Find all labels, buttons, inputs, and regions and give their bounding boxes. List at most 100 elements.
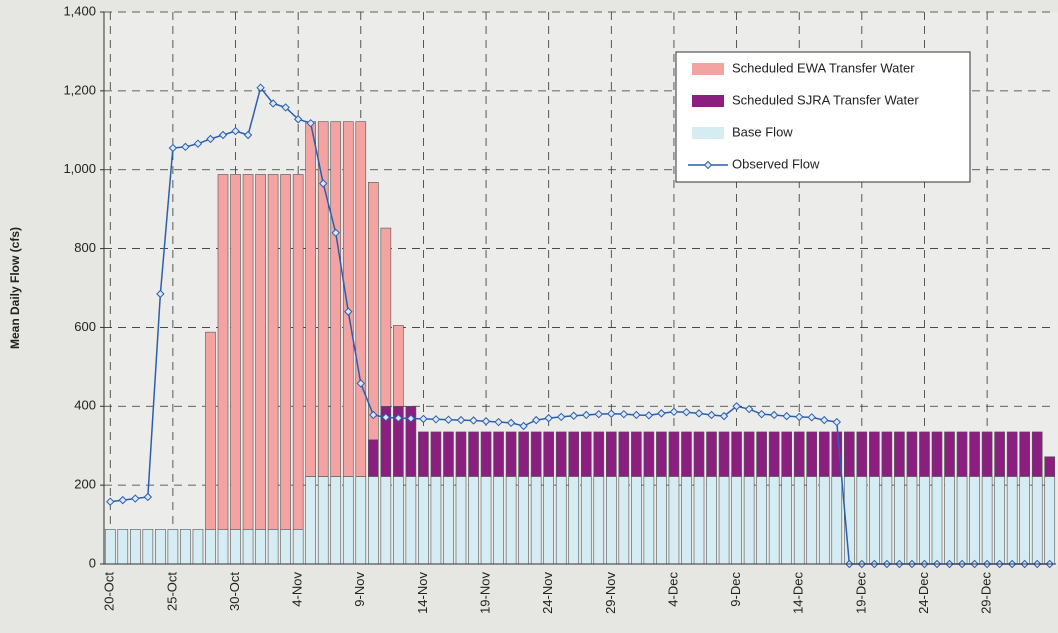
bar-segment — [368, 439, 379, 477]
bar-segment — [493, 476, 504, 565]
bar-segment — [342, 121, 354, 477]
marker — [807, 413, 816, 422]
legend-label: Scheduled SJRA Transfer Water — [732, 92, 919, 107]
bar-segment — [443, 431, 454, 477]
bar-segment — [593, 431, 605, 477]
bar-segment — [368, 476, 379, 565]
marker — [206, 134, 215, 144]
bar-segment — [969, 431, 980, 477]
marker — [582, 410, 591, 420]
legend-swatch — [692, 63, 724, 75]
marker — [356, 379, 365, 388]
marker — [394, 413, 403, 423]
marker — [719, 411, 729, 421]
bar-segment — [944, 476, 955, 565]
x-tick-label: 14-Nov — [415, 572, 430, 614]
x-tick-label: 14-Dec — [791, 572, 806, 614]
legend-label: Observed Flow — [732, 156, 820, 171]
bar-segment — [530, 431, 542, 477]
bar-segment — [518, 476, 529, 565]
bar-segment — [255, 174, 266, 530]
marker — [256, 83, 265, 92]
bar-segment — [793, 476, 805, 565]
y-tick-label: 200 — [74, 477, 96, 492]
marker — [506, 418, 516, 428]
bar-segment — [969, 476, 980, 565]
bar-segment — [881, 476, 893, 565]
marker — [619, 409, 629, 419]
bar-segment — [869, 476, 880, 565]
bar-segment — [230, 529, 241, 565]
bar-segment — [919, 476, 930, 565]
bar-segment — [768, 476, 780, 565]
marker — [168, 143, 178, 153]
marker — [820, 415, 829, 425]
marker — [231, 126, 240, 136]
marker — [118, 495, 127, 505]
marker — [156, 289, 165, 299]
marker — [494, 417, 503, 427]
marker — [331, 228, 340, 238]
marker — [657, 409, 666, 418]
bar-segment — [656, 476, 667, 565]
x-tick-label: 4-Dec — [665, 572, 680, 607]
bar-segment — [405, 476, 417, 565]
bar-segment — [205, 331, 216, 530]
bar-segment — [180, 529, 191, 565]
marker — [707, 410, 716, 420]
bar-segment — [668, 431, 680, 477]
marker — [456, 415, 466, 425]
bar-segment — [543, 431, 554, 477]
bar-segment — [956, 431, 968, 477]
marker — [594, 409, 603, 419]
bar-segment — [317, 121, 329, 477]
bar-segment — [167, 529, 179, 565]
bar-segment — [117, 529, 129, 565]
x-tick-label: 25-Oct — [164, 572, 179, 611]
bar-segment — [267, 174, 279, 530]
marker — [769, 410, 779, 420]
bar-segment — [555, 476, 567, 565]
bar-segment — [693, 431, 705, 477]
bar-segment — [242, 529, 254, 565]
marker — [481, 417, 491, 426]
marker — [419, 414, 428, 424]
bar-segment — [894, 431, 905, 477]
bar-segment — [317, 476, 329, 565]
bar-segment — [292, 174, 304, 530]
bar-segment — [380, 476, 392, 565]
bar-segment — [743, 476, 755, 565]
y-tick-label: 1,000 — [63, 161, 96, 176]
bar-segment — [380, 227, 392, 407]
bar-segment — [555, 431, 567, 477]
bar-segment — [217, 529, 229, 565]
x-tick-label: 19-Nov — [477, 572, 492, 614]
marker — [744, 404, 754, 414]
bar-segment — [906, 431, 918, 477]
bar-segment — [931, 476, 943, 565]
marker — [469, 416, 478, 425]
marker — [268, 99, 278, 108]
marker — [682, 407, 691, 417]
bar-segment — [267, 529, 279, 565]
x-tick-label: 29-Nov — [603, 572, 618, 614]
bar-segment — [568, 476, 580, 565]
y-tick-label: 1,400 — [63, 3, 96, 18]
bar-segment — [731, 431, 742, 477]
marker — [782, 411, 791, 421]
bar-segment — [1044, 476, 1056, 565]
bar-segment — [718, 476, 730, 565]
bar-segment — [906, 476, 918, 565]
y-tick-label: 1,200 — [63, 82, 96, 97]
x-tick-label: 24-Dec — [916, 572, 931, 614]
bar-segment — [706, 431, 717, 477]
marker — [281, 103, 290, 112]
bar-segment — [1006, 431, 1018, 477]
marker — [795, 412, 804, 422]
x-tick-label: 19-Dec — [853, 572, 868, 614]
bar-segment — [255, 529, 266, 565]
bar-segment — [1006, 476, 1018, 565]
bar-segment — [994, 431, 1005, 477]
marker — [557, 412, 566, 422]
